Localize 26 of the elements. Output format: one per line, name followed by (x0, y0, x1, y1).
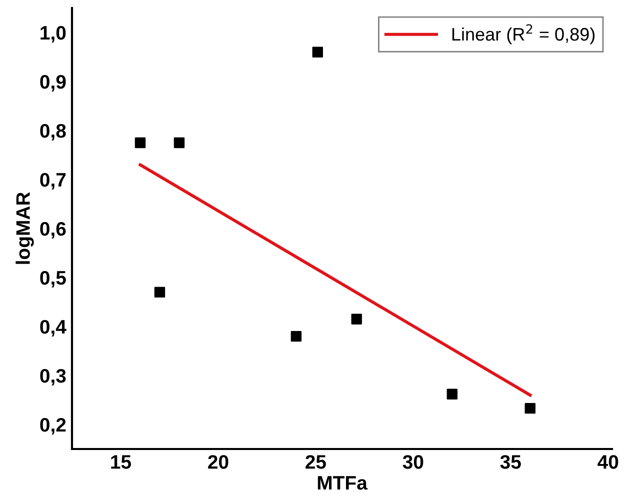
x-tick-label: 30 (402, 455, 424, 469)
point (446, 388, 458, 400)
y-tick-label: 0,7 (40, 172, 66, 190)
legend-label: Linear (R$^{2}$ = 0,89) (452, 24, 595, 44)
x-tick-label: 35 (500, 455, 521, 469)
y-tick-label: 0,6 (40, 222, 66, 239)
y-tick-label: 0,8 (40, 124, 66, 141)
y-tick-label: 0,2 (40, 418, 66, 435)
y-tick-label: 0,4 (40, 320, 66, 337)
point (174, 137, 185, 148)
x-tick-label: 20 (208, 455, 228, 469)
point (351, 314, 362, 325)
y-tick-label: 0,5 (40, 270, 66, 288)
point (524, 402, 536, 414)
x-tick-label: 25 (306, 455, 326, 469)
point (134, 137, 146, 148)
x-tick-label: 15 (111, 455, 132, 469)
x-axis-title: MTFa (318, 476, 368, 490)
y-tick-label: 1,0 (40, 26, 66, 43)
y-tick-label: 0,3 (40, 368, 66, 386)
point (154, 286, 166, 298)
y-tick-label: 0,9 (40, 74, 66, 92)
x-tick-label: 40 (598, 455, 618, 469)
point (290, 330, 302, 342)
y-axis-title: logMAR (16, 192, 34, 264)
point (312, 46, 323, 58)
